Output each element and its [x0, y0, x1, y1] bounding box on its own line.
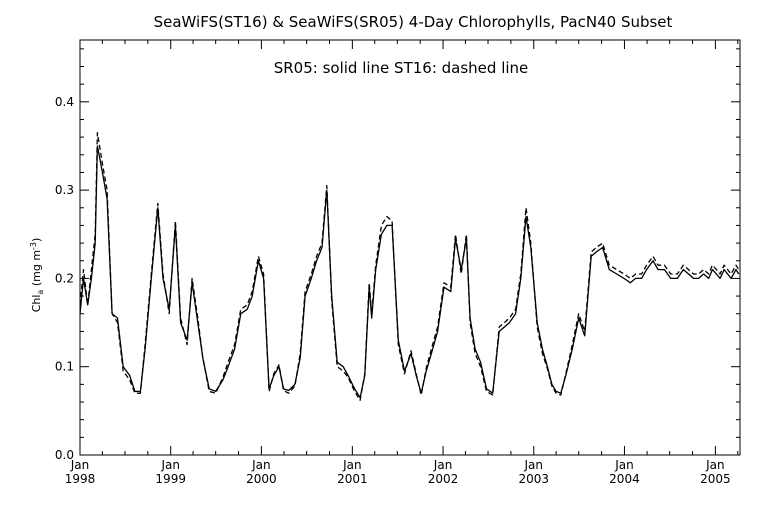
x-tick-year-label: 2000	[246, 472, 277, 486]
series-line-st16	[79, 132, 740, 401]
y-tick-label: 0.4	[55, 95, 74, 109]
y-tick-label: 0.2	[55, 271, 74, 285]
x-tick-year-label: 1998	[65, 472, 96, 486]
plot-frame	[79, 39, 741, 456]
x-tick-year-label: 2004	[609, 472, 640, 486]
x-tick-month-label: Jan	[342, 458, 362, 472]
y-axis-label: Chla (mg m-3)	[29, 238, 45, 313]
x-tick-month-label: Jan	[160, 458, 180, 472]
ticks: 0.00.10.20.30.4Jan1998Jan1999Jan2000Jan2…	[55, 40, 740, 486]
y-tick-label: 0.0	[55, 448, 74, 462]
chart-title: SeaWiFS(ST16) & SeaWiFS(SR05) 4-Day Chlo…	[154, 13, 673, 31]
chart-subtitle: SR05: solid line ST16: dashed line	[274, 59, 529, 77]
series	[79, 132, 740, 401]
x-tick-month-label: Jan	[705, 458, 725, 472]
series-line-sr05	[79, 145, 740, 399]
y-axis-label-exp: -3	[29, 242, 38, 250]
x-tick-month-label: Jan	[433, 458, 453, 472]
x-tick-year-label: 1999	[155, 472, 186, 486]
y-axis-label-sub: a	[36, 290, 45, 295]
x-tick-month-label: Jan	[70, 458, 90, 472]
y-axis-label-units: (mg m	[30, 250, 43, 286]
y-axis-label-main: Chl	[30, 295, 43, 313]
x-tick-year-label: 2003	[518, 472, 549, 486]
y-tick-label: 0.3	[55, 183, 74, 197]
x-tick-month-label: Jan	[251, 458, 271, 472]
x-tick-year-label: 2002	[428, 472, 459, 486]
y-tick-label: 0.1	[55, 360, 74, 374]
x-tick-month-label: Jan	[524, 458, 544, 472]
x-tick-year-label: 2005	[700, 472, 731, 486]
y-axis-label-close: )	[30, 238, 43, 242]
x-tick-month-label: Jan	[614, 458, 634, 472]
axes	[79, 39, 741, 456]
x-tick-year-label: 2001	[337, 472, 368, 486]
